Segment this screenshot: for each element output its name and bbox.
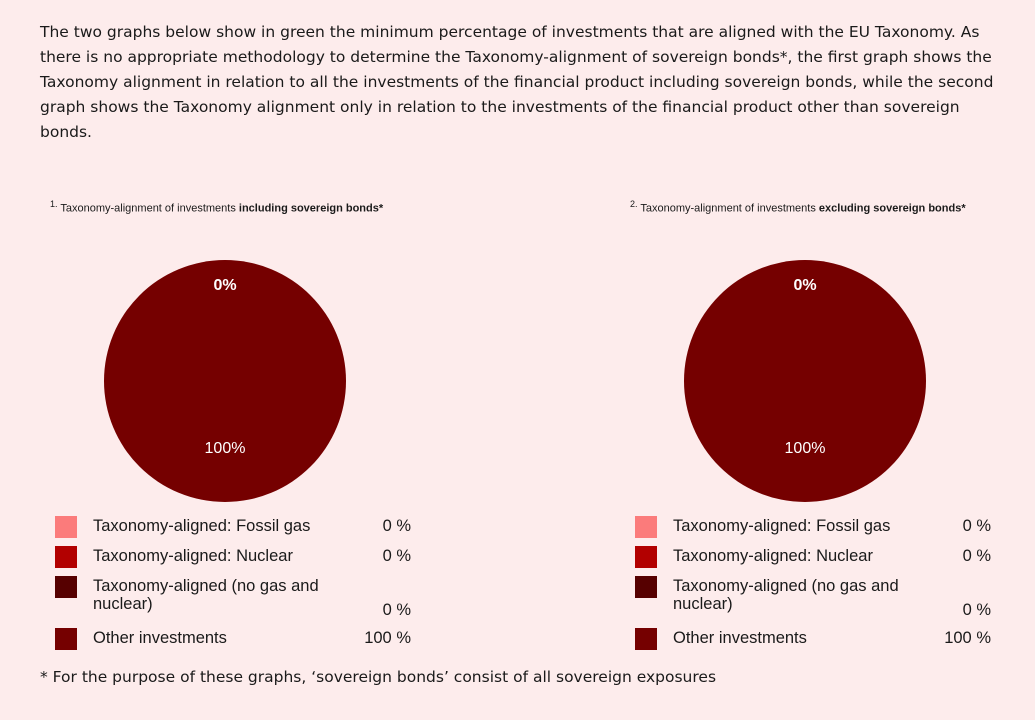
legend-value: 0 %: [382, 517, 411, 535]
legend: Taxonomy-aligned: Fossil gas 0 % Taxonom…: [630, 514, 995, 656]
chart-title-bold: including sovereign bonds*: [238, 202, 384, 215]
legend-label: Taxonomy-aligned: Fossil gas: [673, 517, 891, 535]
legend-item-no-gas-nuclear: Taxonomy-aligned (no gas and nuclear) 0 …: [50, 574, 415, 626]
legend-label: Other investments: [673, 629, 807, 647]
chart-number: 2.: [630, 199, 638, 209]
pie-data-label: 100%: [205, 440, 246, 457]
legend-label: Taxonomy-aligned (no gas and nuclear): [93, 577, 319, 613]
legend-label: Taxonomy-aligned: Nuclear: [673, 547, 873, 565]
pie-data-label: 0%: [213, 277, 236, 294]
legend-swatch-other: [635, 628, 657, 650]
pie-chart: 0% 100%: [684, 260, 926, 502]
chart-title-text: Taxonomy-alignment of investments: [640, 202, 819, 215]
legend-value: 0 %: [962, 601, 991, 619]
legend-item-no-gas-nuclear: Taxonomy-aligned (no gas and nuclear) 0 …: [630, 574, 995, 626]
chart-title: 2. Taxonomy-alignment of investments exc…: [630, 196, 980, 217]
legend-item-fossil-gas: Taxonomy-aligned: Fossil gas 0 %: [630, 514, 995, 544]
pie-slice-other: [684, 260, 926, 502]
chart-title-text: Taxonomy-alignment of investments: [60, 202, 239, 215]
legend-value: 0 %: [962, 547, 991, 565]
legend-swatch-fossil-gas: [635, 516, 657, 538]
legend-swatch-no-gas-nuclear: [635, 576, 657, 598]
chart-excluding-sovereign-bonds: 2. Taxonomy-alignment of investments exc…: [630, 196, 1030, 666]
legend-item-other: Other investments 100 %: [50, 626, 415, 656]
legend-label: Taxonomy-aligned: Fossil gas: [93, 517, 311, 535]
legend-value: 100 %: [944, 629, 991, 647]
pie-data-label: 100%: [785, 440, 826, 457]
legend-swatch-nuclear: [635, 546, 657, 568]
legend-item-other: Other investments 100 %: [630, 626, 995, 656]
legend-swatch-fossil-gas: [55, 516, 77, 538]
legend-label: Taxonomy-aligned (no gas and nuclear): [673, 577, 899, 613]
legend-item-fossil-gas: Taxonomy-aligned: Fossil gas 0 %: [50, 514, 415, 544]
legend-value: 0 %: [382, 547, 411, 565]
footnote: * For the purpose of these graphs, ‘sove…: [40, 668, 717, 686]
intro-paragraph: The two graphs below show in green the m…: [40, 23, 994, 141]
legend-label: Other investments: [93, 629, 227, 647]
legend-swatch-other: [55, 628, 77, 650]
pie-chart: 0% 100%: [104, 260, 346, 502]
legend-swatch-nuclear: [55, 546, 77, 568]
legend: Taxonomy-aligned: Fossil gas 0 % Taxonom…: [50, 514, 415, 656]
legend-item-nuclear: Taxonomy-aligned: Nuclear 0 %: [50, 544, 415, 574]
chart-title: 1. Taxonomy-alignment of investments inc…: [50, 196, 400, 217]
chart-title-bold: excluding sovereign bonds*: [818, 202, 966, 215]
legend-value: 0 %: [962, 517, 991, 535]
legend-value: 100 %: [364, 629, 411, 647]
legend-item-nuclear: Taxonomy-aligned: Nuclear 0 %: [630, 544, 995, 574]
legend-value: 0 %: [382, 601, 411, 619]
pie-data-label: 0%: [793, 277, 816, 294]
legend-label: Taxonomy-aligned: Nuclear: [93, 547, 293, 565]
pie-slice-other: [104, 260, 346, 502]
legend-swatch-no-gas-nuclear: [55, 576, 77, 598]
chart-including-sovereign-bonds: 1. Taxonomy-alignment of investments inc…: [50, 196, 450, 666]
chart-number: 1.: [50, 199, 58, 209]
